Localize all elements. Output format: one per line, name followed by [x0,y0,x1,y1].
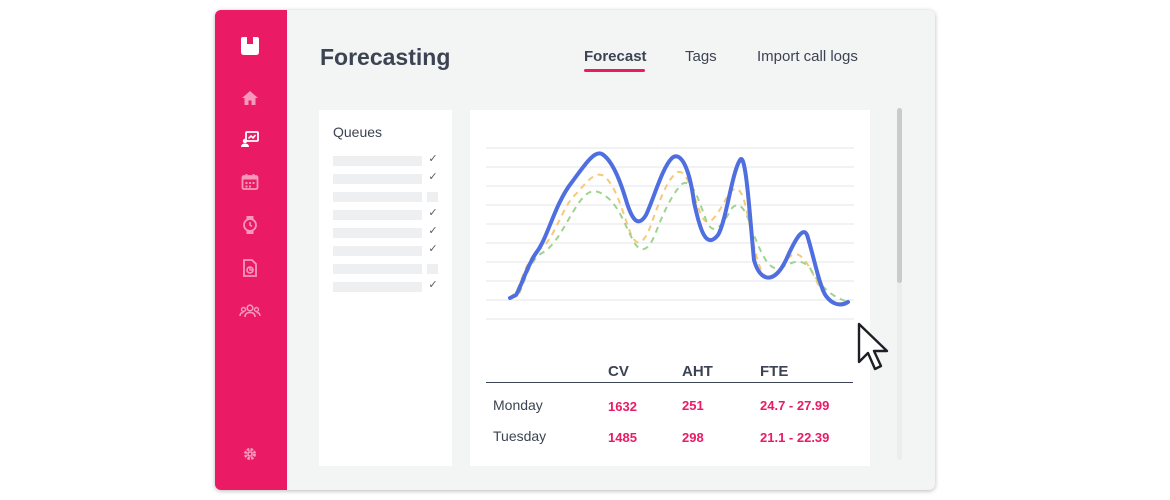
page-title: Forecasting [320,44,451,70]
queue-checkbox-checked-icon[interactable]: ✓ [428,153,438,165]
queue-checkbox[interactable] [427,264,438,274]
row-label-tuesday: Tuesday [493,428,547,444]
queue-checkbox-checked-icon[interactable]: ✓ [428,207,438,219]
app-window: Forecasting Forecast Tags Import call lo… [215,10,935,490]
queue-checkbox-checked-icon[interactable]: ✓ [428,225,438,237]
tab-import-call-logs[interactable]: Import call logs [757,48,858,65]
tab-forecast[interactable]: Forecast [584,48,647,65]
scrollbar-track[interactable] [897,108,902,460]
cell-tuesday-cv: 1485 [608,430,637,445]
queue-name-placeholder [333,174,422,184]
queue-checkbox[interactable] [427,192,438,202]
cell-monday-fte: 24.7 - 27.99 [760,398,830,413]
mouse-pointer-icon [857,322,895,374]
forecast-icon[interactable] [239,128,261,150]
comparison-series-line [509,181,849,303]
row-label-monday: Monday [493,397,543,413]
forecast-series-line [508,151,850,307]
tab-active-indicator [584,69,645,72]
cell-tuesday-fte: 21.1 - 22.39 [760,430,830,445]
queue-name-placeholder [333,264,422,274]
cell-monday-aht: 251 [682,398,704,413]
home-icon[interactable] [239,87,261,109]
queues-panel: Queues ✓ ✓ ✓ ✓ ✓ ✓ [319,110,452,466]
report-icon[interactable] [239,257,261,279]
stopwatch-icon[interactable] [239,214,261,236]
forecast-chart [486,147,854,320]
queue-checkbox-checked-icon[interactable]: ✓ [428,243,438,255]
queue-name-placeholder [333,210,422,220]
queue-name-placeholder [333,156,422,166]
queue-checkbox-checked-icon[interactable]: ✓ [428,171,438,183]
queue-name-placeholder [333,246,422,256]
scrollbar-thumb[interactable] [897,108,902,283]
queue-name-placeholder [333,228,422,238]
queue-name-placeholder [333,192,422,202]
tab-tags[interactable]: Tags [685,48,717,65]
table-divider [486,382,853,383]
cell-monday-cv: 1632 [608,399,637,414]
forecast-card: CV AHT FTE Monday 1632 251 24.7 - 27.99 … [470,110,870,466]
queue-name-placeholder [333,282,422,292]
column-header-aht: AHT [682,363,713,380]
team-icon[interactable] [239,300,261,322]
logo-icon[interactable] [239,35,261,57]
queue-checkbox-checked-icon[interactable]: ✓ [428,279,438,291]
sidebar [215,10,287,490]
cell-tuesday-aht: 298 [682,430,704,445]
queues-title: Queues [333,124,383,140]
column-header-cv: CV [608,363,629,380]
column-header-fte: FTE [760,363,789,380]
settings-icon[interactable] [239,443,261,465]
calendar-icon[interactable] [239,171,261,193]
